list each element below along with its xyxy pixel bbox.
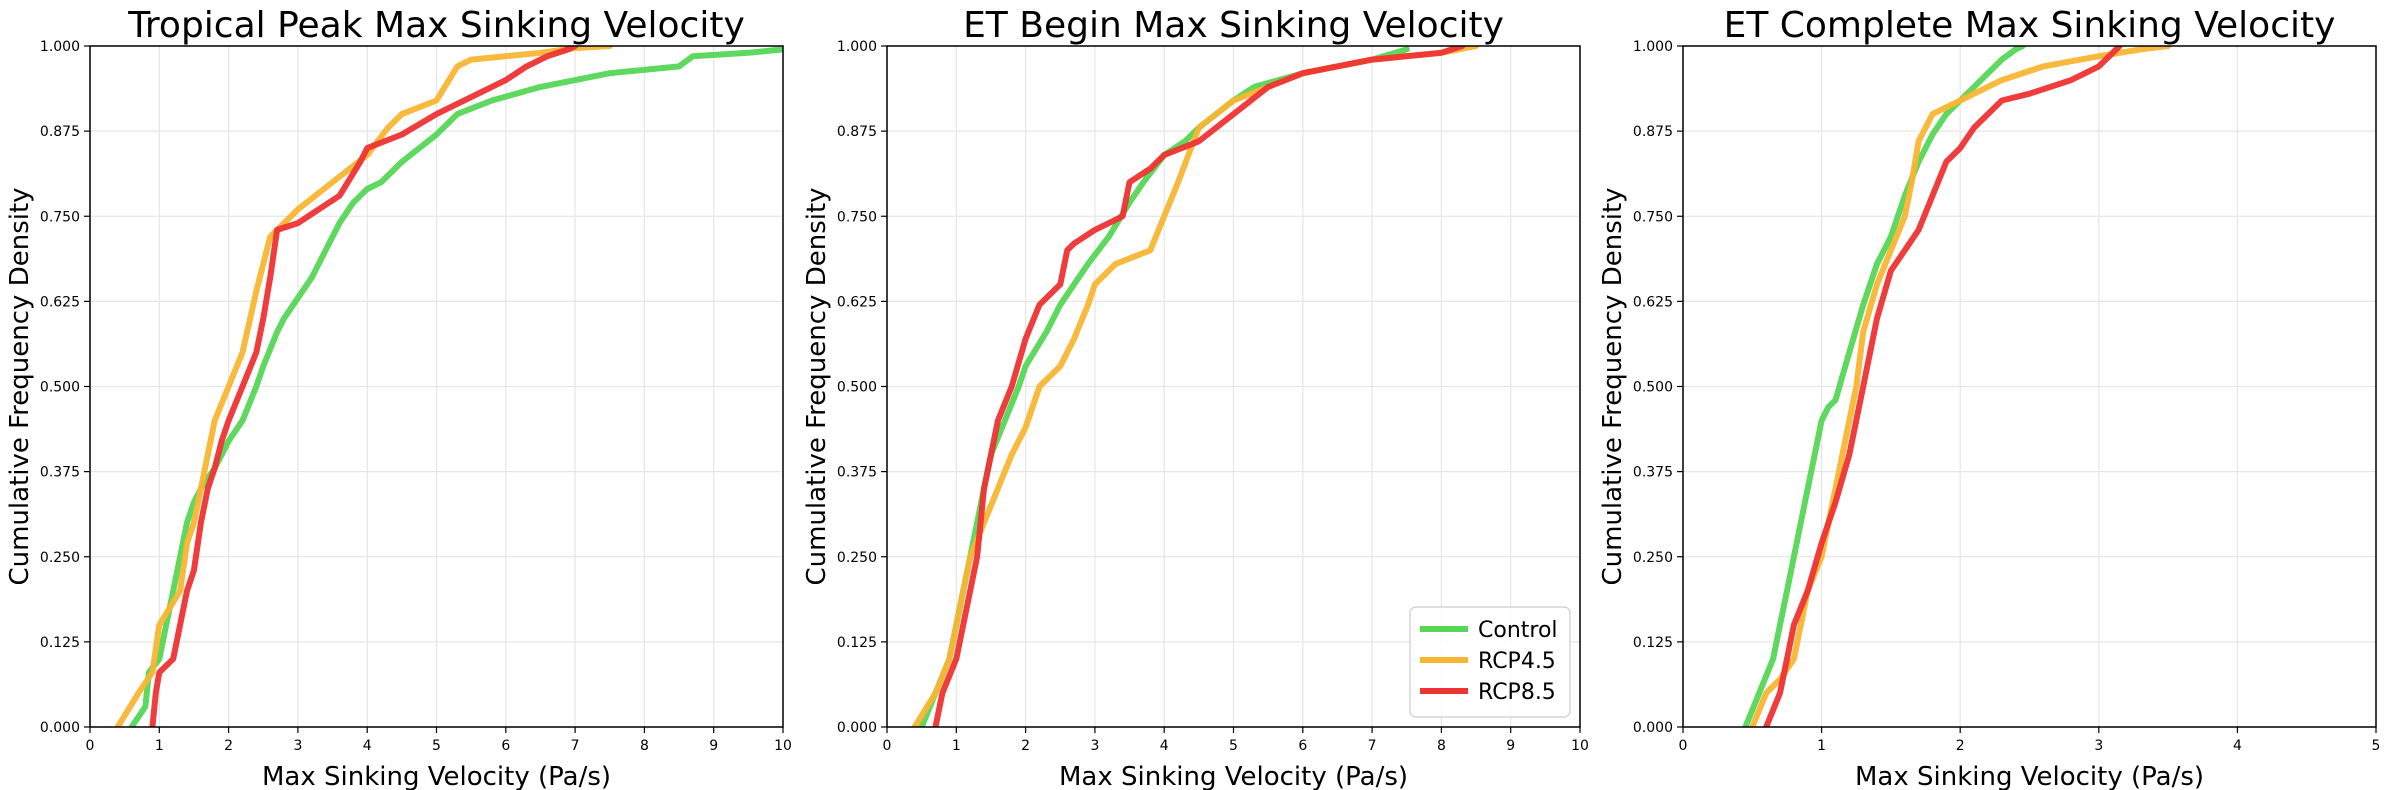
grid xyxy=(89,45,784,728)
x-tick-label: 4 xyxy=(363,738,372,754)
x-tick-label: 5 xyxy=(432,738,441,754)
series-line-control xyxy=(1742,46,2026,727)
x-tick-label: 7 xyxy=(1368,738,1377,754)
y-axis-label: Cumulative Frequency Density xyxy=(802,187,832,585)
x-tick-label: 6 xyxy=(1298,738,1307,754)
x-axis-label: Max Sinking Velocity (Pa/s) xyxy=(1059,762,1408,790)
legend-label: Control xyxy=(1478,618,1558,643)
y-tick-label: 0.000 xyxy=(837,720,877,736)
x-tick-label: 1 xyxy=(952,738,961,754)
grid xyxy=(1682,45,2377,728)
x-tick-label: 5 xyxy=(1229,738,1238,754)
y-tick-label: 0.125 xyxy=(40,635,80,651)
chart-panel-1: 0 1 2 3 4 5 6 7 8 9 10 0.000 0.125 0.250 0.375 0.500 0.6… xyxy=(5,5,792,790)
x-tick-label: 5 xyxy=(2372,738,2381,754)
y-tick-label: 0.500 xyxy=(837,380,877,396)
x-tick-label: 2 xyxy=(1021,738,1030,754)
series-line-rcp85 xyxy=(149,46,579,727)
y-tick-label: 0.375 xyxy=(40,465,80,481)
series-line-rcp85 xyxy=(1763,46,2123,727)
series-line-rcp45 xyxy=(1749,46,2172,727)
x-axis-label: Max Sinking Velocity (Pa/s) xyxy=(262,762,611,790)
legend: Control RCP4.5 RCP8.5 xyxy=(1409,606,1571,718)
legend-label: RCP8.5 xyxy=(1478,680,1556,705)
series-line-rcp85 xyxy=(932,46,1466,727)
chart-title: Tropical Peak Max Sinking Velocity xyxy=(127,5,745,46)
x-tick-label: 1 xyxy=(1817,738,1826,754)
y-tick-label: 0.875 xyxy=(40,124,80,140)
y-tick-label: 0.250 xyxy=(40,550,80,566)
x-tick-label: 9 xyxy=(1506,738,1515,754)
x-tick-label: 8 xyxy=(1437,738,1446,754)
y-tick-label: 0.500 xyxy=(1633,380,1673,396)
chart-panel-2: 0 1 2 3 4 5 6 7 8 9 10 0.000 0.125 0.250 0.375 0.500 0.6… xyxy=(802,5,1589,790)
x-tick-label: 3 xyxy=(1090,738,1099,754)
y-tick-label: 0.250 xyxy=(1633,550,1673,566)
series-line-rcp45 xyxy=(114,46,613,727)
x-tick-label: 10 xyxy=(774,738,792,754)
x-tick-label: 4 xyxy=(1160,738,1169,754)
y-tick-label: 0.000 xyxy=(1633,720,1673,736)
y-tick-label: 0.375 xyxy=(837,465,877,481)
y-tick-label: 0.875 xyxy=(837,124,877,140)
legend-label: RCP4.5 xyxy=(1478,649,1556,674)
y-tick-label: 0.500 xyxy=(40,380,80,396)
y-tick-label: 0.000 xyxy=(40,720,80,736)
y-tick-label: 0.250 xyxy=(837,550,877,566)
y-tick-label: 0.750 xyxy=(40,209,80,225)
series-line-control xyxy=(128,46,783,727)
x-tick-label: 0 xyxy=(1679,738,1688,754)
x-tick-label: 2 xyxy=(1956,738,1965,754)
y-tick-label: 1.000 xyxy=(837,39,877,55)
y-tick-label: 0.125 xyxy=(1633,635,1673,651)
y-tick-label: 1.000 xyxy=(1633,39,1673,55)
y-tick-label: 0.625 xyxy=(837,294,877,310)
y-tick-label: 0.375 xyxy=(1633,465,1673,481)
y-tick-label: 0.625 xyxy=(40,294,80,310)
x-tick-label: 2 xyxy=(224,738,233,754)
chart-title: ET Begin Max Sinking Velocity xyxy=(963,5,1504,46)
y-tick-label: 0.750 xyxy=(837,209,877,225)
x-tick-label: 9 xyxy=(709,738,718,754)
y-axis-label: Cumulative Frequency Density xyxy=(1598,187,1628,585)
x-tick-label: 3 xyxy=(293,738,302,754)
x-tick-label: 8 xyxy=(640,738,649,754)
x-tick-label: 0 xyxy=(883,738,892,754)
x-tick-label: 4 xyxy=(2233,738,2242,754)
y-tick-label: 0.750 xyxy=(1633,209,1673,225)
x-tick-label: 10 xyxy=(1571,738,1589,754)
y-tick-label: 0.875 xyxy=(1633,124,1673,140)
x-axis-label: Max Sinking Velocity (Pa/s) xyxy=(1855,762,2204,790)
y-tick-label: 0.625 xyxy=(1633,294,1673,310)
chart-title: ET Complete Max Sinking Velocity xyxy=(1724,5,2336,46)
x-tick-label: 7 xyxy=(571,738,580,754)
x-tick-label: 6 xyxy=(501,738,510,754)
chart-panel-3: 0 1 2 3 4 5 0.000 0.125 0.250 0.375 0.500 0.625 0.75… xyxy=(1598,5,2380,790)
y-tick-label: 0.125 xyxy=(837,635,877,651)
y-tick-label: 1.000 xyxy=(40,39,80,55)
x-tick-label: 0 xyxy=(86,738,95,754)
x-tick-label: 1 xyxy=(155,738,164,754)
y-axis-label: Cumulative Frequency Density xyxy=(5,187,35,585)
x-tick-label: 3 xyxy=(2094,738,2103,754)
